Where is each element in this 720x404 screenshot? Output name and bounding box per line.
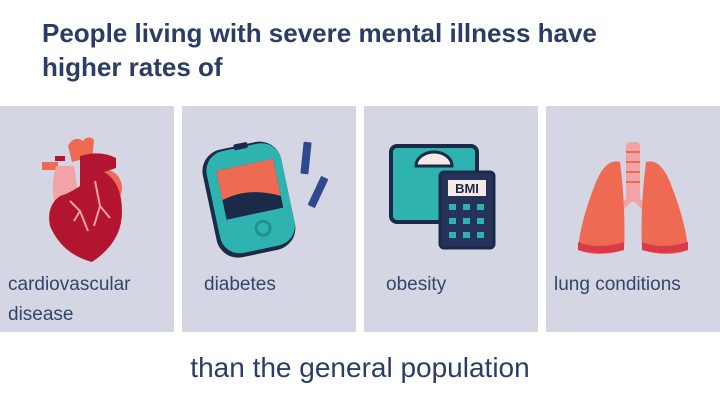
bmi-text: BMI	[455, 181, 479, 196]
panel-lung-conditions: lung conditions	[546, 106, 720, 332]
lungs-icon	[578, 142, 688, 254]
panel-diabetes: diabetes	[182, 106, 356, 332]
panel-label: cardiovascular disease	[8, 274, 131, 325]
panel-label: lung conditions	[554, 274, 681, 295]
panel-label: diabetes	[204, 274, 276, 295]
panel-obesity: BMI obesity	[364, 106, 538, 332]
panel-label: obesity	[386, 274, 447, 295]
footer-text: than the general population	[190, 352, 530, 383]
panel-cardiovascular: cardiovascular disease	[0, 106, 174, 332]
bmi-scale-icon: BMI	[389, 144, 496, 250]
page-title: People living with severe mental illness…	[42, 16, 597, 84]
heart-icon	[42, 137, 122, 262]
glucose-meter-icon	[202, 141, 329, 258]
title-line-1: People living with severe mental illness…	[42, 18, 597, 48]
title-line-2: higher rates of	[42, 52, 223, 82]
